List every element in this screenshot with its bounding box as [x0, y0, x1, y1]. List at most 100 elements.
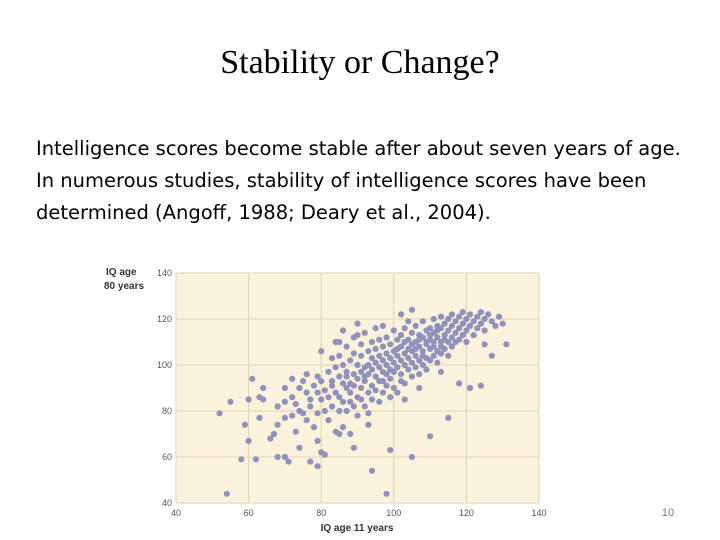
- scatter-point: [434, 359, 441, 366]
- scatter-point: [368, 467, 376, 474]
- scatter-point: [336, 394, 343, 401]
- scatter-point: [354, 332, 361, 339]
- scatter-point: [466, 384, 474, 392]
- scatter-point: [445, 315, 452, 323]
- scatter-point: [274, 421, 281, 428]
- scatter-point: [314, 463, 321, 470]
- scatter-point: [397, 332, 405, 339]
- scatter-point: [328, 403, 336, 410]
- scatter-point: [383, 490, 390, 497]
- y-tick-label: 60: [162, 452, 172, 462]
- scatter-point: [303, 389, 310, 396]
- scatter-point: [347, 398, 354, 405]
- scatter-point: [427, 325, 434, 332]
- scatter-point: [448, 343, 455, 350]
- scatter-point: [260, 396, 267, 403]
- scatter-point: [405, 336, 412, 343]
- scatter-point: [394, 364, 401, 371]
- scatter-point: [339, 327, 347, 334]
- scatter-point: [227, 398, 234, 405]
- scatter-point: [463, 315, 470, 323]
- scatter-point: [314, 373, 321, 380]
- scatter-point: [459, 309, 466, 316]
- scatter-point: [441, 320, 448, 327]
- scatter-point: [397, 311, 405, 318]
- scatter-point: [481, 341, 488, 348]
- scatter-point: [372, 345, 379, 352]
- scatter-point: [412, 352, 419, 359]
- scatter-point: [390, 359, 397, 366]
- scatter-point: [372, 359, 379, 366]
- scatter-point: [281, 384, 288, 392]
- scatter-point: [281, 453, 288, 461]
- scatter-point: [416, 343, 423, 350]
- scatter-point: [365, 421, 372, 428]
- scatter-point: [390, 384, 397, 392]
- scatter-point: [459, 332, 466, 339]
- scatter-point: [296, 384, 303, 392]
- scatter-point: [289, 412, 296, 419]
- scatter-point: [303, 371, 310, 378]
- scatter-point: [318, 396, 325, 403]
- scatter-point: [466, 311, 474, 318]
- scatter-point: [318, 348, 325, 355]
- scatter-point: [368, 366, 376, 373]
- scatter-point: [274, 453, 281, 461]
- scatter-point: [452, 318, 459, 325]
- scatter-point: [445, 338, 452, 346]
- scatter-point: [267, 435, 274, 442]
- y-axis-label-line-1: IQ age: [106, 267, 137, 278]
- scatter-point: [408, 359, 416, 366]
- scatter-point: [365, 348, 372, 355]
- scatter-point: [379, 343, 387, 350]
- scatter-point: [408, 453, 416, 461]
- scatter-point: [216, 410, 223, 417]
- scatter-point: [416, 357, 423, 364]
- x-tick-label: 80: [316, 508, 326, 518]
- scatter-point: [383, 361, 390, 369]
- scatter-point: [488, 318, 495, 325]
- scatter-point: [238, 456, 245, 463]
- scatter-point: [354, 412, 361, 419]
- scatter-point: [412, 364, 419, 371]
- y-tick-label: 100: [157, 360, 172, 370]
- scatter-point: [314, 437, 321, 444]
- scatter-point: [365, 371, 372, 378]
- scatter-point: [368, 382, 376, 389]
- scatter-point: [339, 380, 347, 387]
- scatter-point: [437, 350, 445, 357]
- scatter-point: [358, 384, 365, 392]
- scatter-point: [245, 396, 252, 403]
- scatter-point: [274, 403, 281, 410]
- scatter-point: [383, 334, 390, 341]
- scatter-point: [430, 352, 437, 359]
- scatter-point: [405, 366, 412, 373]
- scatter-point: [430, 315, 437, 323]
- scatter-point: [445, 327, 452, 334]
- scatter-point: [387, 341, 394, 348]
- scatter-point: [299, 378, 307, 385]
- scatter-point: [270, 430, 278, 438]
- scatter-point: [303, 417, 310, 424]
- scatter-point: [416, 371, 423, 378]
- scatter-point: [387, 394, 394, 401]
- slide-body-text: Intelligence scores become stable after …: [36, 137, 681, 224]
- scatter-point: [499, 320, 506, 327]
- scatter-point: [474, 325, 481, 332]
- scatter-point: [452, 329, 459, 336]
- scatter-point: [223, 490, 230, 497]
- scatter-point: [390, 368, 397, 375]
- x-axis-label: IQ age 11 years: [321, 523, 394, 534]
- scatter-point: [343, 384, 350, 392]
- scatter-point: [397, 371, 405, 378]
- scatter-point: [463, 327, 470, 334]
- scatter-point: [401, 361, 408, 369]
- scatter-point: [249, 375, 256, 382]
- scatter-point: [408, 306, 416, 313]
- scatter-point: [390, 327, 397, 334]
- y-tick-label: 80: [162, 406, 172, 416]
- scatter-point: [437, 368, 445, 375]
- scatter-point: [387, 375, 394, 382]
- scatter-point: [281, 398, 288, 405]
- scatter-point: [354, 375, 361, 382]
